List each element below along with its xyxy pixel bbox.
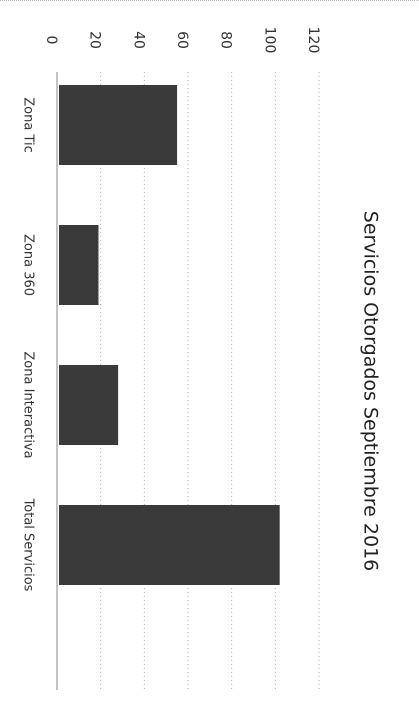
value-tick-label: 0 (43, 36, 59, 45)
value-tick-label: 60 (174, 31, 190, 49)
value-tick-label: 40 (130, 31, 146, 49)
category-label: Zona Tic (21, 97, 36, 153)
category-label: Zona 360 (21, 234, 36, 296)
chart-title: Servicios Otorgados Septiembre 2016 (360, 211, 382, 571)
category-label: Total Servicios (21, 498, 36, 592)
tick-layer: 0 20 40 60 80 100 120 (43, 27, 321, 54)
bar-layer (59, 85, 280, 585)
bar-zona-interactiva (59, 365, 119, 445)
value-tick-label: 120 (305, 27, 321, 54)
bar-total-servicios (59, 505, 280, 585)
value-tick-label: 80 (218, 31, 234, 49)
bar-zona-tic (59, 85, 178, 165)
value-tick-label: 20 (87, 31, 103, 49)
bar-zona-360 (59, 225, 99, 305)
value-tick-label: 100 (261, 27, 277, 54)
category-layer: Zona Tic Zona 360 Zona Interactiva Total Se… (21, 97, 36, 591)
category-label: Zona Interactiva (21, 351, 36, 458)
